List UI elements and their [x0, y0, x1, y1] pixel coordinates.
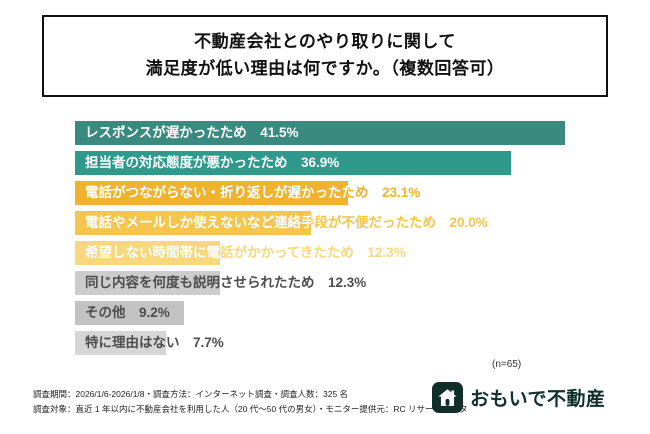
- bar: 特に理由はない 7.7%: [75, 331, 166, 355]
- sample-size-note: (n=65): [492, 359, 522, 370]
- bar-row: 担当者の対応態度が悪かったため 36.9%担当者の対応態度が悪かったため 36.…: [75, 151, 615, 175]
- bar-row: 同じ内容を何度も説明させられたため 12.3%同じ内容を何度も説明させられたため…: [75, 271, 615, 295]
- brand-name: おもいで不動産: [470, 389, 606, 410]
- bar: レスポンスが遅かったため 41.5%: [75, 121, 566, 145]
- bar-row: 希望しない時間帯に電話がかかってきたため 12.3%希望しない時間帯に電話がかか…: [75, 241, 615, 265]
- survey-footnote: 調査期間：2026/1/6-2026/1/8・調査方法：インターネット調査・調査…: [33, 387, 467, 417]
- bar-label: 電話やメールしか使えないなど連絡手段が不便だったため 20.0%: [85, 215, 312, 230]
- title-box: 不動産会社とのやり取りに関して 満足度が低い理由は何ですか。（複数回答可）: [42, 15, 608, 98]
- bar-label: 電話がつながらない・折り返しが遅かったため 23.1%: [85, 185, 348, 200]
- bar-chart: レスポンスが遅かったため 41.5%レスポンスが遅かったため 41.5% 担当者の…: [75, 121, 615, 361]
- bar-label: 同じ内容を何度も説明させられたため 12.3%: [85, 275, 220, 290]
- bar-row: 電話やメールしか使えないなど連絡手段が不便だったため 20.0%電話やメールしか…: [75, 211, 615, 235]
- house-icon: [432, 382, 463, 413]
- bar-label: その他 9.2%: [85, 305, 170, 320]
- chart-title-line1: 不動産会社とのやり取りに関して: [194, 32, 456, 51]
- bar: 希望しない時間帯に電話がかかってきたため 12.3%: [75, 241, 221, 265]
- bar-label: 特に理由はない 7.7%: [85, 335, 166, 350]
- bar-row: レスポンスが遅かったため 41.5%レスポンスが遅かったため 41.5%: [75, 121, 615, 145]
- brand-logo: おもいで不動産: [432, 382, 606, 413]
- bar-row: 電話がつながらない・折り返しが遅かったため 23.1%電話がつながらない・折り返…: [75, 181, 615, 205]
- chart-title-line2: 満足度が低い理由は何ですか。（複数回答可）: [145, 59, 505, 79]
- footnote-line2: 調査対象：直近 1 年以内に不動産会社を利用した人（20 代～50 代の男女）・…: [33, 403, 468, 414]
- footnote-line1: 調査期間：2026/1/6-2026/1/8・調査方法：インターネット調査・調査…: [33, 389, 349, 399]
- bar-label: 担当者の対応態度が悪かったため 36.9%: [85, 155, 340, 170]
- bar: 担当者の対応態度が悪かったため 36.9%: [75, 151, 511, 175]
- bar-label: 希望しない時間帯に電話がかかってきたため 12.3%: [85, 245, 220, 260]
- bar-row: その他 9.2%その他 9.2%: [75, 301, 615, 325]
- bar-row: 特に理由はない 7.7%特に理由はない 7.7%: [75, 331, 615, 355]
- bar: 同じ内容を何度も説明させられたため 12.3%: [75, 271, 221, 295]
- bar: その他 9.2%: [75, 301, 184, 325]
- bar-label: レスポンスが遅かったため 41.5%: [85, 125, 299, 140]
- bar: 電話やメールしか使えないなど連絡手段が不便だったため 20.0%: [75, 211, 312, 235]
- bar: 電話がつながらない・折り返しが遅かったため 23.1%: [75, 181, 348, 205]
